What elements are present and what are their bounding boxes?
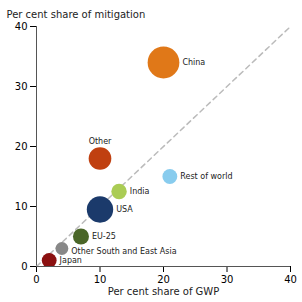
svg-text:10: 10 xyxy=(94,274,107,285)
svg-text:USA: USA xyxy=(116,205,133,214)
svg-text:Rest of world: Rest of world xyxy=(180,172,232,181)
svg-text:30: 30 xyxy=(221,274,234,285)
svg-text:China: China xyxy=(182,58,205,67)
svg-text:0: 0 xyxy=(21,261,27,272)
svg-text:40: 40 xyxy=(284,274,297,285)
svg-text:10: 10 xyxy=(15,201,28,212)
svg-text:20: 20 xyxy=(157,274,170,285)
svg-text:Other South and East Asia: Other South and East Asia xyxy=(71,247,176,256)
svg-text:Per cent share of GWP: Per cent share of GWP xyxy=(108,286,220,297)
svg-text:0: 0 xyxy=(33,274,39,285)
svg-text:India: India xyxy=(130,187,150,196)
svg-text:Other: Other xyxy=(89,137,112,146)
svg-text:20: 20 xyxy=(15,141,28,152)
svg-text:EU-25: EU-25 xyxy=(92,232,116,241)
svg-text:Per cent share of mitigation: Per cent share of mitigation xyxy=(7,9,146,20)
svg-text:30: 30 xyxy=(15,81,28,92)
svg-text:40: 40 xyxy=(15,21,28,32)
svg-text:Japan: Japan xyxy=(59,256,82,265)
